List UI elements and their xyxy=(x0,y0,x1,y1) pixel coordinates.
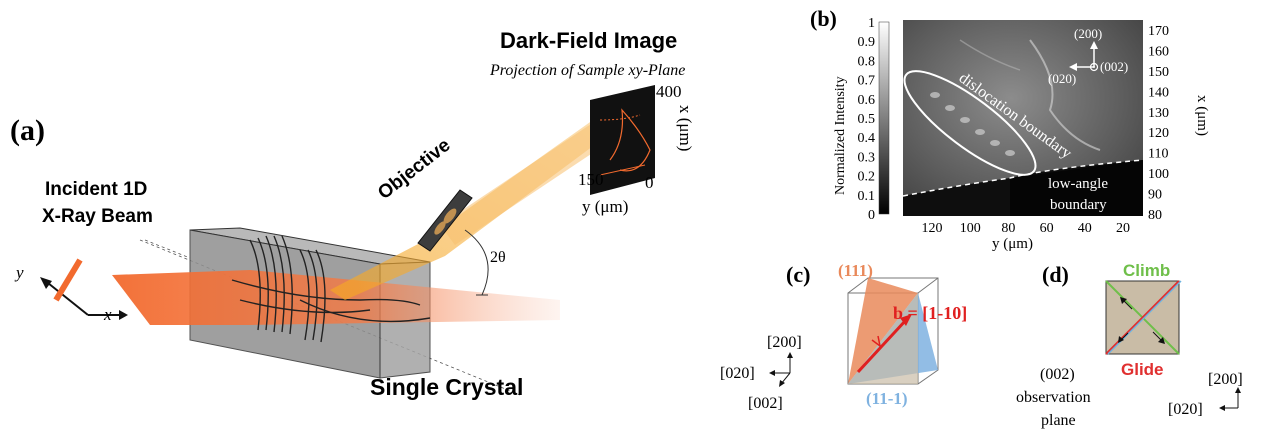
panel-c-label: (c) xyxy=(786,262,810,287)
x-tick-label: 120 xyxy=(922,221,943,236)
y-tick-label: 100 xyxy=(1148,167,1169,182)
colorbar-tick-label: 0.1 xyxy=(858,189,876,204)
y-axis-ticks: 170 160 150 140 130 120 110 100 90 80 xyxy=(1148,24,1169,223)
axis-020-label: (020) xyxy=(1048,71,1076,86)
angle-2theta-label: 2θ xyxy=(490,249,506,266)
dark-field-title: Dark-Field Image xyxy=(500,28,677,53)
incident-beam-label-1: Incident 1D xyxy=(45,179,147,200)
cube-axis-200: [200] xyxy=(767,334,802,351)
colorbar-tick-label: 0.8 xyxy=(858,54,876,69)
low-angle-annotation-2: boundary xyxy=(1050,197,1107,213)
x-tick-label: 60 xyxy=(1040,221,1054,236)
y-axis-label: x (μm) xyxy=(1194,95,1210,136)
panel-c: (c) (111) b = [1-10] (11-1) [200] [020] … xyxy=(720,261,967,412)
colorbar-tick-label: 0.2 xyxy=(858,170,876,185)
glide-label: Glide xyxy=(1121,360,1164,379)
colorbar-tick-label: 1 xyxy=(868,16,875,31)
panel-b-label: (b) xyxy=(810,6,837,31)
dislocation-lines xyxy=(231,235,431,343)
micrograph-image xyxy=(902,20,1144,216)
cube-axis-020: [020] xyxy=(720,365,755,382)
colorbar-tick-label: 0 xyxy=(868,208,875,223)
objective-lens xyxy=(417,189,473,252)
obs-plane-label-1: (002) xyxy=(1040,366,1075,383)
obs-plane-label-3: plane xyxy=(1041,412,1076,429)
axis-002-label: (002) xyxy=(1100,59,1128,74)
y-tick-label: 140 xyxy=(1148,85,1169,100)
x-axis-label: y (μm) xyxy=(992,236,1033,252)
axis-y-label: y xyxy=(14,263,24,282)
obs-plane-label-2: observation xyxy=(1016,389,1091,406)
crystal-label: Single Crystal xyxy=(370,374,523,400)
cube-diagram xyxy=(847,277,939,385)
y-tick-label: 150 xyxy=(1148,65,1169,80)
obs-axis-200: [200] xyxy=(1208,371,1243,388)
detector-y-tick-right: 0 xyxy=(645,173,654,192)
colorbar-label: Normalized Intensity xyxy=(833,76,848,195)
x-tick-label: 40 xyxy=(1078,221,1092,236)
dark-field-detector xyxy=(590,85,655,195)
observation-plane-square xyxy=(1105,280,1182,355)
y-tick-label: 130 xyxy=(1148,106,1169,121)
x-tick-label: 100 xyxy=(960,221,981,236)
colorbar-tick-label: 0.5 xyxy=(858,112,876,127)
cube-axis-002: [002] xyxy=(748,395,783,412)
incident-beam xyxy=(112,270,560,325)
detector-x-tick-top: 400 xyxy=(656,82,682,101)
incident-beam-label-2: X-Ray Beam xyxy=(42,206,153,227)
panel-b: (b) 1 0.9 0.8 0.7 0.6 0.5 0.4 0.3 0.2 0.1 0 Normal… xyxy=(810,6,1210,252)
colorbar-tick-label: 0.6 xyxy=(858,93,876,108)
colorbar-tick-label: 0.4 xyxy=(858,131,876,146)
panel-d-label: (d) xyxy=(1042,262,1069,287)
y-tick-label: 160 xyxy=(1148,44,1169,59)
cube-axes-icon xyxy=(769,352,793,387)
colorbar-tick-label: 0.7 xyxy=(858,74,876,89)
low-angle-annotation-1: low-angle xyxy=(1048,176,1108,192)
y-tick-label: 120 xyxy=(1148,126,1169,141)
plane-111-label: (111) xyxy=(838,261,873,280)
y-tick-label: 170 xyxy=(1148,24,1169,39)
panel-a-label: (a) xyxy=(10,114,45,147)
y-tick-label: 90 xyxy=(1148,188,1162,203)
axis-200-label: (200) xyxy=(1074,26,1102,41)
y-tick-label: 80 xyxy=(1148,208,1162,223)
x-tick-label: 20 xyxy=(1116,221,1130,236)
axis-x-label: x xyxy=(103,305,112,324)
detector-y-label: y (μm) xyxy=(582,197,628,216)
detector-y-tick-left: 150 xyxy=(578,170,604,189)
obs-axes-icon xyxy=(1219,387,1241,411)
colorbar-tick-label: 0.3 xyxy=(858,150,876,165)
axes-xy-icon xyxy=(40,258,128,320)
colorbar xyxy=(878,21,890,215)
obs-axis-020: [020] xyxy=(1168,401,1203,418)
colorbar-ticks: 1 0.9 0.8 0.7 0.6 0.5 0.4 0.3 0.2 0.1 0 xyxy=(858,16,876,223)
x-axis-ticks: 120 100 80 60 40 20 xyxy=(922,221,1131,236)
objective-label: Objective xyxy=(374,135,454,204)
crystal-axes-icon xyxy=(1069,41,1099,72)
climb-label: Climb xyxy=(1123,261,1170,280)
y-tick-label: 110 xyxy=(1148,147,1168,162)
x-tick-label: 80 xyxy=(1001,221,1015,236)
panel-a: (a) Incident 1D X-Ray Beam y x xyxy=(10,28,695,400)
dark-field-subtitle: Projection of Sample xy-Plane xyxy=(489,62,685,79)
burgers-vector-label: b = [1-10] xyxy=(893,303,967,323)
colorbar-tick-label: 0.9 xyxy=(858,35,876,50)
plane-111 xyxy=(848,278,918,384)
plane-11m1-label: (11-1) xyxy=(866,389,908,408)
detector-x-label: x (μm) xyxy=(676,105,695,151)
panel-d: (d) Climb Glide (002) observation plane … xyxy=(1016,261,1243,429)
